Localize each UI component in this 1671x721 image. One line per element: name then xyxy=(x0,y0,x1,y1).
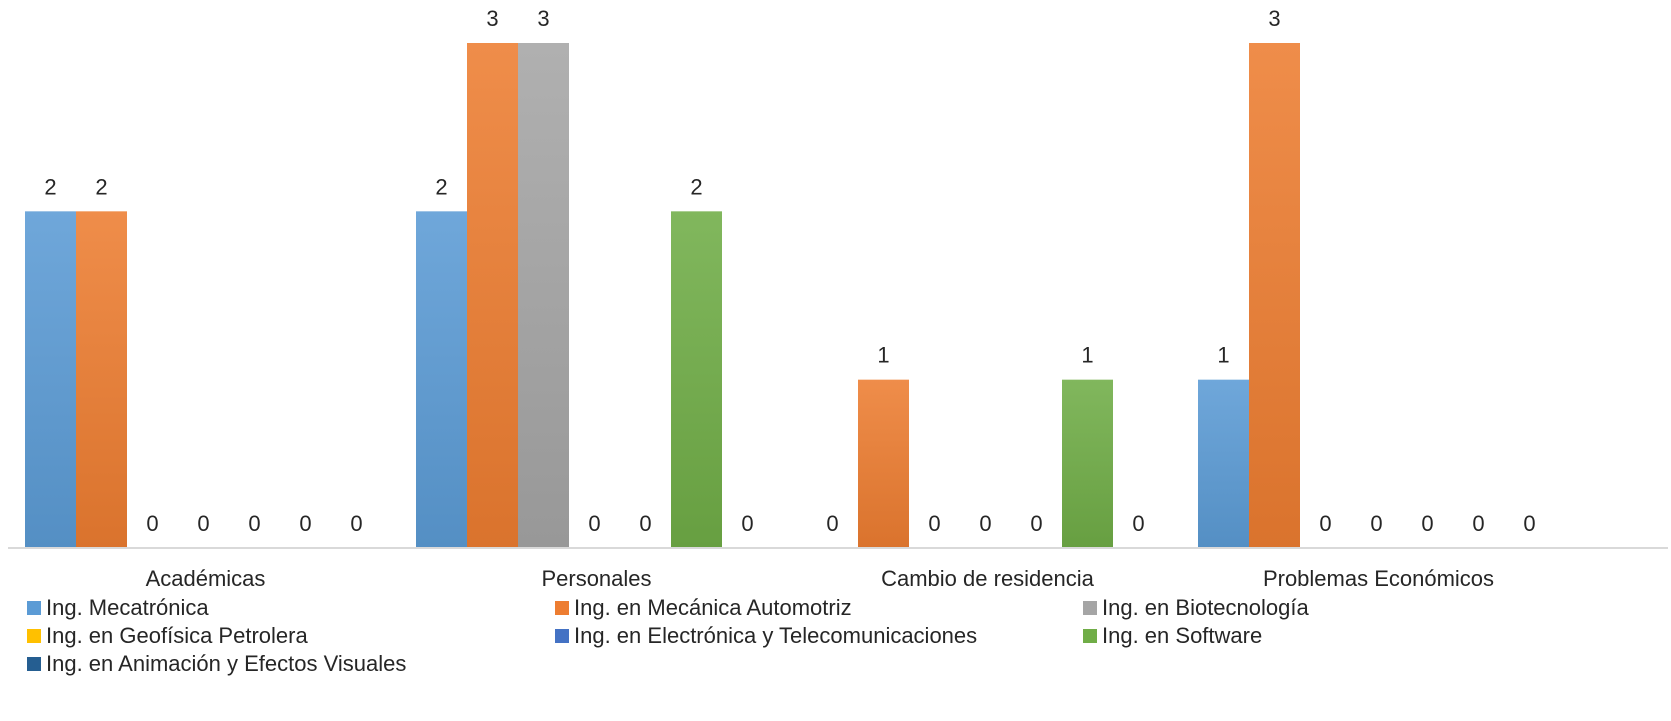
data-label: 0 xyxy=(146,511,158,536)
bar-2-2 xyxy=(467,43,518,548)
bar-1-2 xyxy=(76,211,127,549)
category-label: Académicas xyxy=(146,566,266,591)
category-label: Problemas Económicos xyxy=(1263,566,1494,591)
bar-1-1 xyxy=(25,211,76,549)
bar-4-2 xyxy=(1249,43,1300,548)
category-label: Cambio de residencia xyxy=(881,566,1095,591)
legend-label: Ing. en Software xyxy=(1102,623,1262,648)
category-label: Personales xyxy=(541,566,651,591)
data-label: 3 xyxy=(1268,6,1280,31)
data-label: 2 xyxy=(690,174,702,199)
data-label: 0 xyxy=(741,511,753,536)
legend-swatch xyxy=(555,629,569,643)
legend-swatch xyxy=(27,601,41,615)
legend-label: Ing. en Animación y Efectos Visuales xyxy=(46,651,406,676)
data-labels-layer: 2 2 0 0 0 0 0 2 3 3 0 0 2 0 0 1 0 0 0 1 0 1 3 0 0 0 0 0 xyxy=(44,6,1535,536)
bar-2-1 xyxy=(416,211,467,549)
data-label: 0 xyxy=(1523,511,1535,536)
data-label: 2 xyxy=(44,174,56,199)
data-label: 1 xyxy=(1081,343,1093,368)
legend-label: Ing. en Electrónica y Telecomunicaciones xyxy=(574,623,977,648)
data-label: 0 xyxy=(588,511,600,536)
data-label: 1 xyxy=(1217,343,1229,368)
data-label: 0 xyxy=(1472,511,1484,536)
bar-2-3 xyxy=(518,43,569,548)
category-labels-layer: Académicas Personales Cambio de residencia… xyxy=(146,566,1494,591)
data-label: 0 xyxy=(1030,511,1042,536)
legend-swatch xyxy=(27,629,41,643)
legend-label: Ing. en Geofísica Petrolera xyxy=(46,623,308,648)
legend: Ing. Mecatrónica Ing. en Mecánica Automot… xyxy=(27,595,1309,676)
data-label: 0 xyxy=(350,511,362,536)
data-label: 1 xyxy=(877,343,889,368)
data-label: 0 xyxy=(1370,511,1382,536)
legend-swatch xyxy=(27,657,41,671)
data-label: 0 xyxy=(197,511,209,536)
data-label: 0 xyxy=(928,511,940,536)
bar-3-2 xyxy=(858,379,909,548)
data-label: 0 xyxy=(1319,511,1331,536)
data-label: 2 xyxy=(95,174,107,199)
legend-label: Ing. en Mecánica Automotriz xyxy=(574,595,852,620)
bar-4-1 xyxy=(1198,379,1249,548)
data-label: 0 xyxy=(299,511,311,536)
bars-layer xyxy=(25,43,1300,549)
legend-label: Ing. en Biotecnología xyxy=(1102,595,1309,620)
data-label: 0 xyxy=(248,511,260,536)
bar-3-6 xyxy=(1062,379,1113,548)
data-label: 0 xyxy=(1421,511,1433,536)
legend-swatch xyxy=(1083,601,1097,615)
data-label: 2 xyxy=(435,174,447,199)
data-label: 3 xyxy=(537,6,549,31)
bar-2-6 xyxy=(671,211,722,549)
data-label: 0 xyxy=(1132,511,1144,536)
data-label: 3 xyxy=(486,6,498,31)
data-label: 0 xyxy=(979,511,991,536)
data-label: 0 xyxy=(826,511,838,536)
data-label: 0 xyxy=(639,511,651,536)
legend-swatch xyxy=(1083,629,1097,643)
legend-swatch xyxy=(555,601,569,615)
legend-label: Ing. Mecatrónica xyxy=(46,595,209,620)
